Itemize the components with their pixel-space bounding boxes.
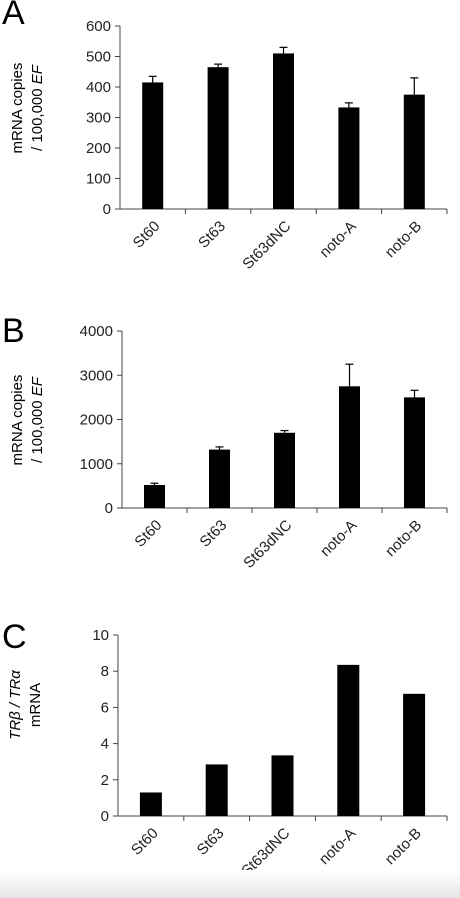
bar xyxy=(403,94,425,209)
x-tick-label: St60 xyxy=(128,825,162,859)
x-tick-label: St60 xyxy=(131,517,165,551)
bar xyxy=(142,82,164,209)
y-tick-label: 3000 xyxy=(80,367,113,384)
panel-letter: A xyxy=(2,0,25,32)
y-tick-label: 400 xyxy=(86,79,111,96)
bottom-edge xyxy=(0,870,460,898)
x-tick-label: St63 xyxy=(194,825,228,859)
bar xyxy=(339,386,360,508)
x-tick-label: noto-A xyxy=(317,517,360,560)
panel-letter: C xyxy=(2,618,27,656)
bar xyxy=(271,755,294,816)
bar xyxy=(337,664,360,816)
bar-chart-a: 0 100 200 300 400 500 600 St60 St63 St63dNC noto-A… xyxy=(86,18,448,273)
y-tick-label: 1000 xyxy=(80,456,113,473)
y-tick-label: 500 xyxy=(86,49,111,66)
bar xyxy=(274,432,295,508)
y-tick-label: 0 xyxy=(101,808,109,825)
y-tick-label: 200 xyxy=(86,140,111,157)
x-tick-label: noto-B xyxy=(382,218,425,261)
bar xyxy=(273,53,294,210)
y-tick-label: 300 xyxy=(86,110,111,127)
y-tick-label: 0 xyxy=(105,500,113,517)
bar xyxy=(139,792,162,816)
chart-panel-a: A mRNA copies / 100,000 EF 0 100 200 300 400… xyxy=(0,0,460,300)
y-tick-label: 100 xyxy=(86,171,111,188)
chart-panel-c: C TRβ / TRα mRNA 0 2 4 6 8 10 St60 St63 St63dNC n… xyxy=(0,605,460,898)
bar xyxy=(144,484,165,508)
y-tick-label: 4000 xyxy=(80,323,113,340)
y-tick-label: 8 xyxy=(101,663,109,680)
bar xyxy=(403,693,426,816)
bar xyxy=(209,449,230,508)
bar xyxy=(338,107,360,209)
bar xyxy=(404,397,425,508)
x-tick-label: noto-A xyxy=(316,218,359,261)
x-tick-label: St63 xyxy=(196,517,230,551)
y-tick-label: 600 xyxy=(86,18,111,35)
bar-chart-b: 0 1000 2000 3000 4000 St60 St63 St63dNC noto-A no… xyxy=(80,323,448,572)
y-tick-label: 2000 xyxy=(80,412,113,429)
panel-letter: B xyxy=(2,312,25,350)
x-tick-label: noto-B xyxy=(382,825,425,868)
x-tick-label: St63dNC xyxy=(239,218,294,273)
bar xyxy=(205,764,228,816)
y-tick-label: 10 xyxy=(92,627,109,644)
y-tick-label: 2 xyxy=(101,772,109,789)
x-tick-label: noto-B xyxy=(382,517,425,560)
x-tick-label: St60 xyxy=(130,218,164,252)
bar xyxy=(207,67,229,209)
x-tick-label: St63 xyxy=(195,218,229,252)
y-tick-label: 6 xyxy=(101,699,109,716)
y-tick-label: 0 xyxy=(103,201,111,218)
chart-panel-b: B mRNA copies / 100,000 EF 0 1000 2000 3000… xyxy=(0,300,460,605)
x-tick-label: noto-A xyxy=(316,825,359,868)
x-tick-label: St63dNC xyxy=(240,517,295,572)
y-tick-label: 4 xyxy=(101,736,109,753)
